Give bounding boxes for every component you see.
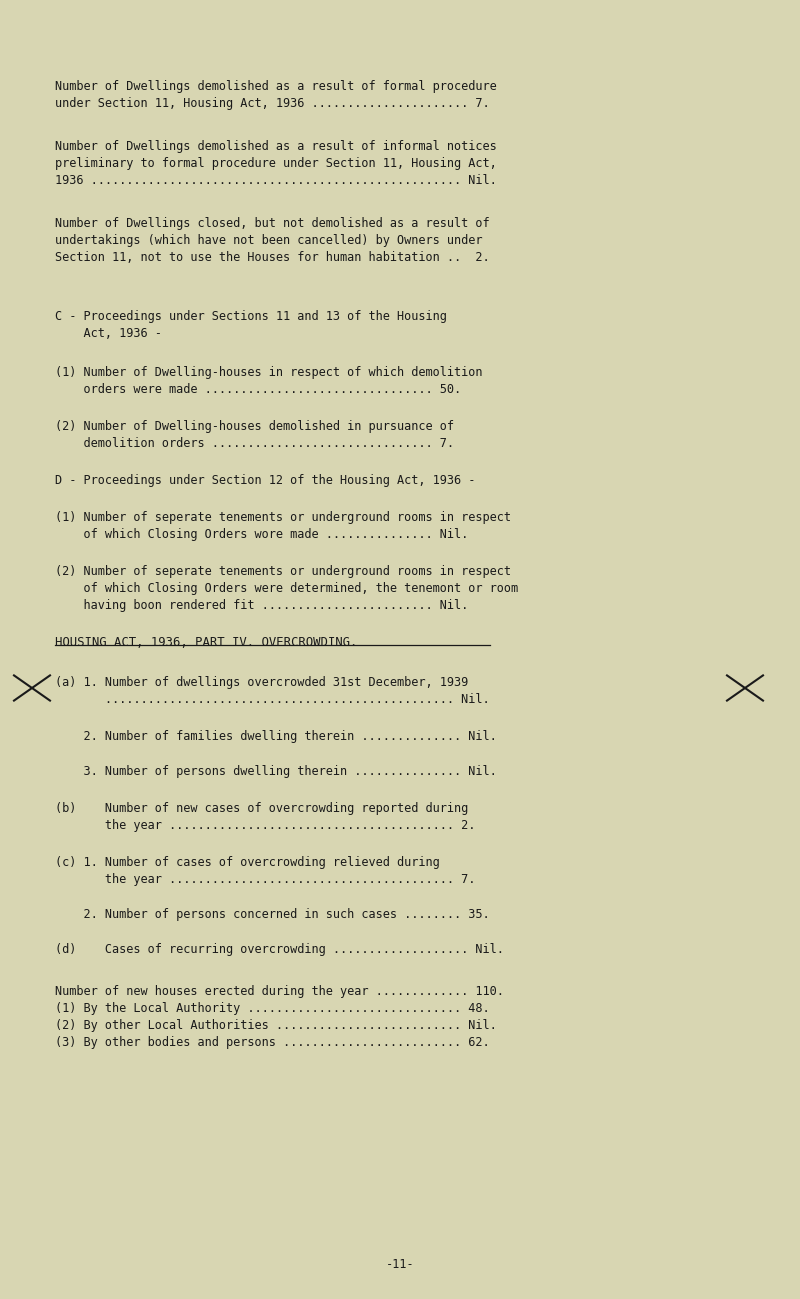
Text: Section 11, not to use the Houses for human habitation ..  2.: Section 11, not to use the Houses for hu… <box>55 251 490 264</box>
Text: 2. Number of families dwelling therein .............. Nil.: 2. Number of families dwelling therein .… <box>55 730 497 743</box>
Text: (3) By other bodies and persons ......................... 62.: (3) By other bodies and persons ........… <box>55 1037 490 1050</box>
Text: (1) Number of Dwelling-houses in respect of which demolition: (1) Number of Dwelling-houses in respect… <box>55 366 482 379</box>
Text: demolition orders ............................... 7.: demolition orders ......................… <box>55 436 454 449</box>
Text: 2. Number of persons concerned in such cases ........ 35.: 2. Number of persons concerned in such c… <box>55 908 490 921</box>
Text: 1936 .................................................... Nil.: 1936 ...................................… <box>55 174 497 187</box>
Text: (2) Number of seperate tenements or underground rooms in respect: (2) Number of seperate tenements or unde… <box>55 565 511 578</box>
Text: of which Closing Orders wore made ............... Nil.: of which Closing Orders wore made ......… <box>55 527 468 540</box>
Text: (d)    Cases of recurring overcrowding ................... Nil.: (d) Cases of recurring overcrowding ....… <box>55 943 504 956</box>
Text: (a) 1. Number of dwellings overcrowded 31st December, 1939: (a) 1. Number of dwellings overcrowded 3… <box>55 675 468 688</box>
Text: Number of Dwellings closed, but not demolished as a result of: Number of Dwellings closed, but not demo… <box>55 217 490 230</box>
Text: under Section 11, Housing Act, 1936 ...................... 7.: under Section 11, Housing Act, 1936 ....… <box>55 97 490 110</box>
Text: Number of Dwellings demolished as a result of formal procedure: Number of Dwellings demolished as a resu… <box>55 81 497 94</box>
Text: D - Proceedings under Section 12 of the Housing Act, 1936 -: D - Proceedings under Section 12 of the … <box>55 474 475 487</box>
Text: the year ........................................ 7.: the year ...............................… <box>55 873 475 886</box>
Text: of which Closing Orders were determined, the tenemont or room: of which Closing Orders were determined,… <box>55 582 518 595</box>
Text: (c) 1. Number of cases of overcrowding relieved during: (c) 1. Number of cases of overcrowding r… <box>55 856 440 869</box>
Text: (b)    Number of new cases of overcrowding reported during: (b) Number of new cases of overcrowding … <box>55 801 468 814</box>
Text: the year ........................................ 2.: the year ...............................… <box>55 818 475 831</box>
Text: (2) Number of Dwelling-houses demolished in pursuance of: (2) Number of Dwelling-houses demolished… <box>55 420 454 433</box>
Text: (2) By other Local Authorities .......................... Nil.: (2) By other Local Authorities .........… <box>55 1018 497 1031</box>
Text: HOUSING ACT, 1936, PART IV. OVERCROWDING.: HOUSING ACT, 1936, PART IV. OVERCROWDING… <box>55 637 358 650</box>
Text: Number of Dwellings demolished as a result of informal notices: Number of Dwellings demolished as a resu… <box>55 140 497 153</box>
Text: orders were made ................................ 50.: orders were made .......................… <box>55 383 461 396</box>
Text: (1) Number of seperate tenements or underground rooms in respect: (1) Number of seperate tenements or unde… <box>55 511 511 523</box>
Text: -11-: -11- <box>386 1257 414 1270</box>
Text: undertakings (which have not been cancelled) by Owners under: undertakings (which have not been cancel… <box>55 234 482 247</box>
Text: preliminary to formal procedure under Section 11, Housing Act,: preliminary to formal procedure under Se… <box>55 157 497 170</box>
Text: 3. Number of persons dwelling therein ............... Nil.: 3. Number of persons dwelling therein ..… <box>55 765 497 778</box>
Text: Number of new houses erected during the year ............. 110.: Number of new houses erected during the … <box>55 985 504 998</box>
Text: having boon rendered fit ........................ Nil.: having boon rendered fit ...............… <box>55 599 468 612</box>
Text: Act, 1936 -: Act, 1936 - <box>55 327 162 340</box>
Text: (1) By the Local Authority .............................. 48.: (1) By the Local Authority .............… <box>55 1002 490 1015</box>
Text: ................................................. Nil.: ........................................… <box>55 692 490 705</box>
Text: C - Proceedings under Sections 11 and 13 of the Housing: C - Proceedings under Sections 11 and 13… <box>55 310 447 323</box>
